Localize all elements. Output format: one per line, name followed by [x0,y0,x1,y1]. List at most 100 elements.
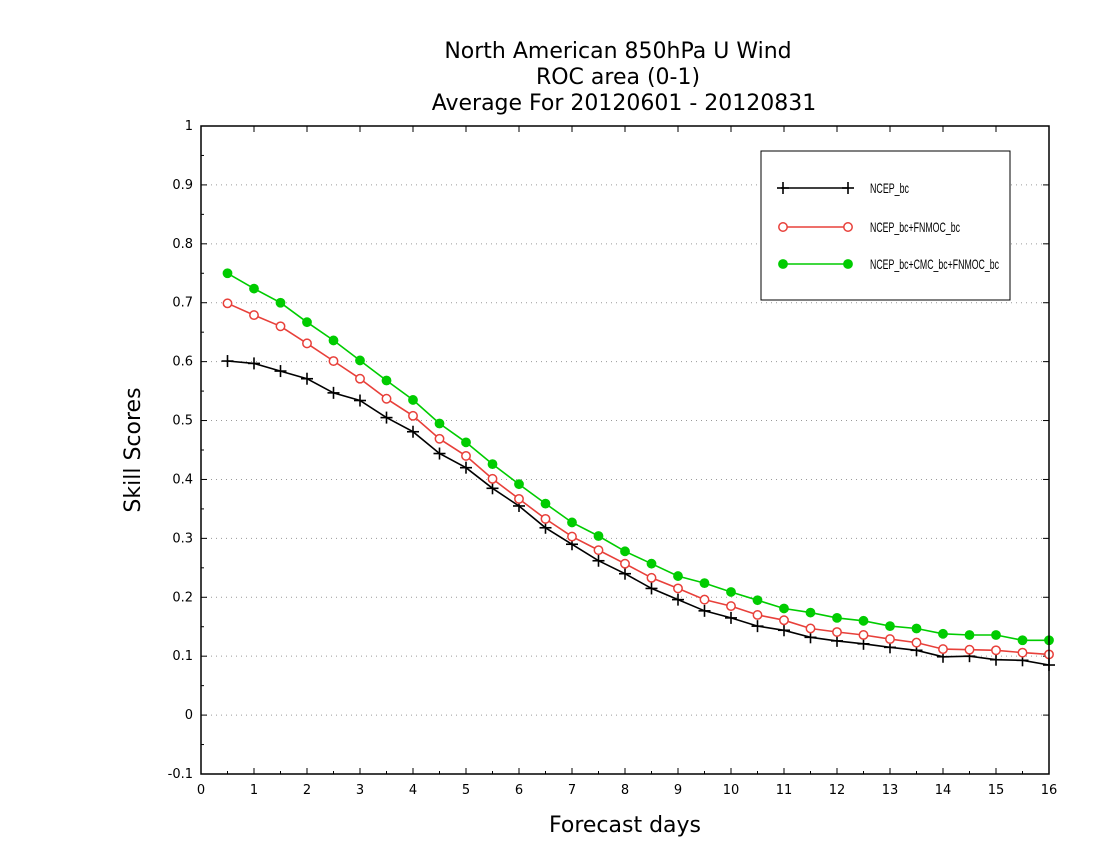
data-point-1 [249,310,259,321]
data-point-2 [540,498,551,509]
data-point-1 [673,583,683,594]
data-point-0 [619,567,631,580]
data-point-2 [461,437,471,448]
data-point-2 [567,517,577,528]
data-point-1 [487,473,498,484]
data-point-2 [355,355,365,366]
data-point-0 [380,411,393,424]
data-point-0 [301,372,313,385]
x-tick-label: 6 [515,783,523,798]
data-point-0 [486,482,499,495]
data-point-2 [858,615,869,626]
data-point-1 [911,637,922,648]
data-point-2 [487,459,498,470]
y-tick-label: 0.1 [172,649,193,664]
data-point-0 [751,620,764,633]
data-point-1 [408,410,418,421]
data-point-2 [434,418,445,429]
data-point-0 [221,355,234,368]
data-point-1 [805,623,816,634]
data-point-0 [248,357,260,370]
data-point-2 [726,587,736,597]
series-line-1 [227,302,1050,656]
legend-marker-2 [843,259,853,269]
data-point-1 [222,298,233,309]
data-point-1 [620,558,630,569]
data-point-0 [407,425,419,438]
data-point-2 [964,630,975,640]
data-point-0 [725,611,737,624]
y-tick-label: 0.8 [172,237,193,252]
y-tick-label: 0.5 [172,414,193,429]
data-point-2 [911,623,922,634]
legend-marker-0 [777,182,789,194]
data-point-2 [646,558,657,569]
x-tick-label: 4 [409,783,417,798]
y-tick-label: 1 [185,119,193,134]
data-point-2 [752,595,763,606]
data-point-1 [752,609,763,620]
data-point-1 [514,493,524,504]
x-tick-label: 8 [621,783,629,798]
y-tick-label: 0.2 [172,590,193,605]
x-axis-label: Forecast days [549,813,701,838]
chart-title-line-2: ROC area (0-1) [536,65,700,90]
y-axis-label: Skill Scores [121,387,146,512]
data-point-1 [355,373,365,384]
data-point-1 [302,338,312,349]
data-point-1 [885,634,895,645]
data-point-2 [805,607,816,618]
data-point-1 [1017,647,1028,658]
chart-title-line-3: Average For 20120601 - 20120831 [432,91,817,116]
data-point-1 [646,572,657,583]
data-point-0 [460,461,472,474]
series-line-0 [227,360,1050,666]
x-tick-label: 10 [723,783,740,798]
legend-box [760,150,1011,301]
y-axis: -0.1 0 0.1 0.2 0.3 0.4 0.5 0.6 0.7 0.8 0.9 1 [168,119,1049,782]
x-tick-label: 5 [462,783,470,798]
data-point-2 [593,531,604,541]
data-point-2 [991,630,1001,640]
x-tick-label: 2 [303,783,311,798]
legend-marker-2 [778,259,788,269]
data-point-2 [699,578,710,589]
data-point-2 [514,479,524,490]
data-point-0 [990,653,1002,666]
data-point-2 [222,268,233,279]
legend-marker-0 [842,182,854,194]
data-point-2 [779,603,789,614]
data-point-2 [381,375,392,386]
data-point-1 [328,356,339,366]
data-point-1 [858,630,869,640]
legend-marker-1 [778,222,788,232]
y-tick-label: 0.7 [172,296,193,311]
x-tick-label: 3 [356,783,364,798]
data-point-2 [938,628,948,639]
x-tick-label: 0 [197,783,205,798]
data-point-2 [408,395,418,405]
x-tick-label: 13 [882,783,899,798]
data-point-0 [698,604,711,617]
data-point-2 [620,546,630,557]
data-point-2 [249,283,259,294]
data-point-2 [1017,635,1028,646]
y-tick-label: 0.4 [172,472,193,487]
data-point-1 [832,627,842,637]
y-tick-label: 0.6 [172,355,193,370]
data-point-0 [592,554,605,567]
x-tick-label: 15 [988,783,1005,798]
x-tick-label: 16 [1041,783,1058,798]
legend: NCEP_bc NCEP_bc+FNMOC_bc NCEP_bc+CMC_bc+FN… [760,150,1011,301]
data-point-1 [699,594,710,605]
data-point-1 [461,450,471,461]
series-line-2 [227,272,1049,642]
y-tick-label: 0.9 [172,178,193,193]
data-point-1 [964,644,975,655]
data-point-2 [885,621,895,632]
legend-label-1: NCEP_bc+FNMOC_bc [870,219,960,235]
data-point-0 [274,365,287,378]
x-tick-label: 1 [250,783,258,798]
data-point-0 [672,593,684,606]
data-point-1 [567,531,577,542]
